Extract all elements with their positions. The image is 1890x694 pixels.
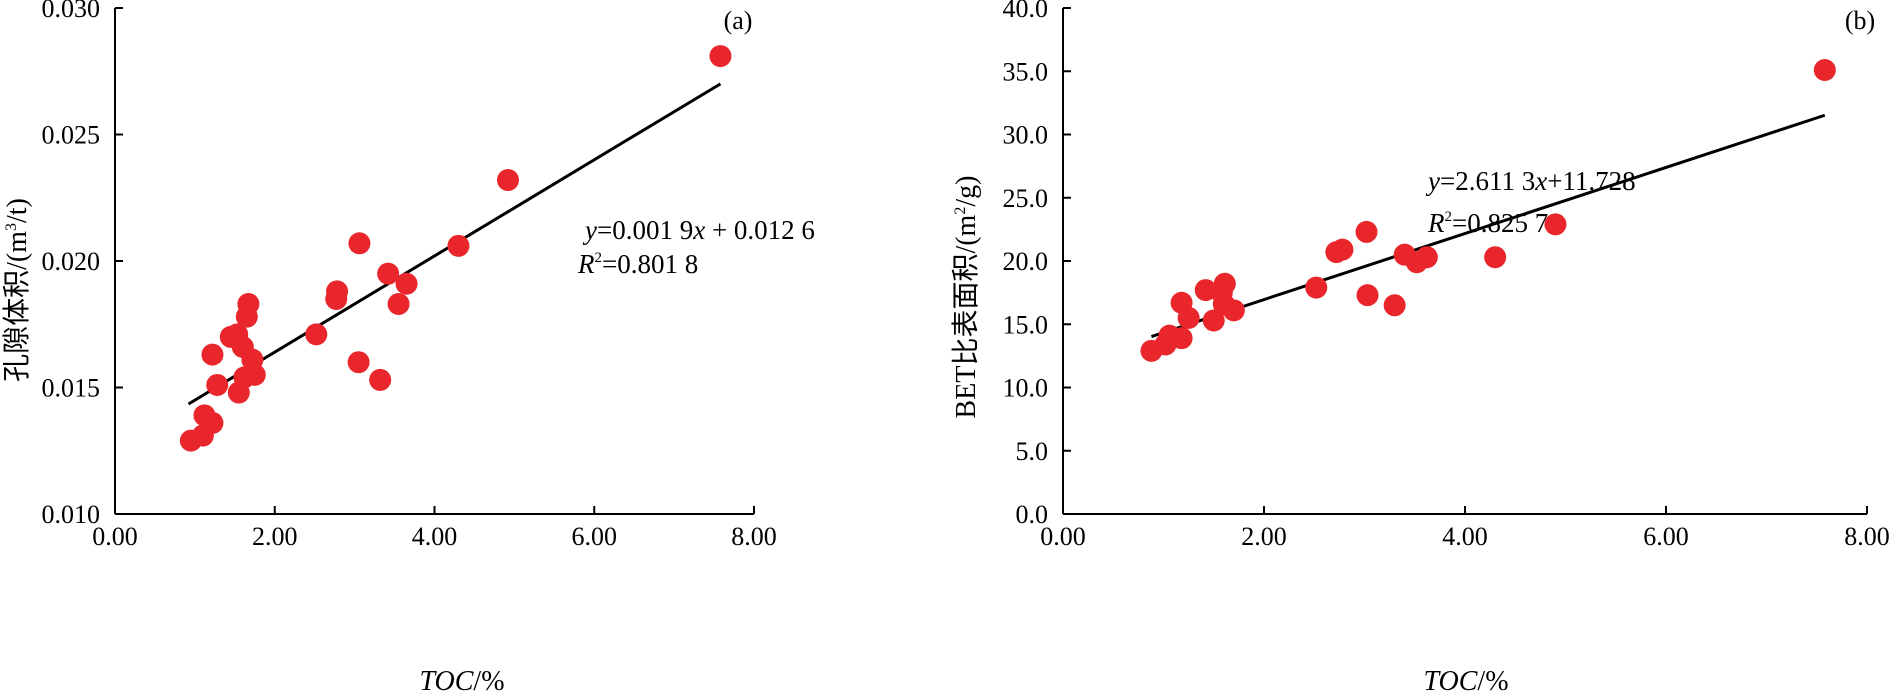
panel-a-data-point — [348, 232, 371, 255]
panel-a-data-point — [243, 363, 266, 386]
panel-b-x-tick-label: 0.00 — [1040, 522, 1086, 551]
panel-b-fit-line — [1150, 113, 1826, 338]
panel-a-x-tick-label: 0.00 — [92, 522, 138, 551]
panel-b-data-point — [1202, 309, 1225, 332]
panel-b-y-tick-label: 25.0 — [1003, 184, 1049, 213]
panel-b-data-point — [1177, 306, 1200, 329]
panel-b-bet-surface-area: 0.00 2.00 4.00 6.00 8.00 0.0 5.0 10.0 15.0 20.0 2… — [950, 0, 1890, 694]
panel-b-data-point — [1305, 276, 1328, 299]
panel-a-data-point — [305, 323, 328, 346]
panel-b-data-point — [1356, 284, 1379, 307]
panel-a-y-axis-title: 孔隙体积/(m3/t) — [1, 198, 33, 382]
panel-b-y-tick-label: 40.0 — [1003, 0, 1049, 23]
panel-b-data-point — [1213, 272, 1236, 295]
panel-a-data-point — [201, 343, 224, 366]
panel-b-y-tick-label: 0.0 — [1016, 500, 1049, 529]
panel-b-y-tick-label: 10.0 — [1003, 374, 1049, 403]
panel-b-r-squared: R2=0.825 7 — [1427, 208, 1548, 238]
panel-a-x-tick-label: 6.00 — [572, 522, 618, 551]
panel-a-data-point — [496, 169, 519, 192]
panel-a-data-point — [709, 45, 732, 68]
panel-b-x-axis-title: TOC/% — [1423, 666, 1508, 694]
panel-b-data-point — [1415, 246, 1438, 269]
panel-a-y-tick-label: 0.020 — [42, 247, 101, 276]
panel-a-r-squared: R2=0.801 8 — [577, 249, 698, 279]
panel-b-data-point — [1355, 220, 1378, 243]
panel-b-x-tick-label: 6.00 — [1643, 522, 1689, 551]
panel-a-pore-volume: 0.00 2.00 4.00 6.00 8.00 0.010 0.015 0.020 0.02… — [1, 0, 815, 694]
panel-a-x-tick-label: 8.00 — [731, 522, 777, 551]
panel-a-y-tick-label: 0.015 — [42, 374, 101, 403]
panel-b-y-tick-label: 20.0 — [1003, 247, 1049, 276]
panel-b-data-point — [1170, 327, 1193, 350]
panel-b-y-axis-title: BET比表面积/(m2/g) — [950, 176, 982, 419]
panel-a-equation: y=0.001 9x + 0.012 6 — [582, 215, 815, 245]
panel-a-data-point — [369, 368, 392, 391]
panel-b-data-point — [1331, 238, 1354, 261]
panel-a-x-axis-title: TOC/% — [419, 666, 504, 694]
panel-b-data-point — [1383, 294, 1406, 317]
panel-a-y-tick-label: 0.025 — [42, 121, 101, 150]
panel-a-data-point — [206, 373, 229, 396]
panel-b-data-point — [1813, 58, 1836, 81]
panel-b-label: (b) — [1845, 6, 1875, 35]
panel-a-data-point — [326, 280, 349, 303]
panel-b-data-point — [1544, 213, 1567, 236]
panel-b-x-tick-label: 8.00 — [1844, 522, 1890, 551]
panel-b-x-tick-label: 4.00 — [1442, 522, 1488, 551]
panel-a-data-point — [387, 293, 410, 316]
panel-a-data-point — [237, 293, 260, 316]
panel-b-equation: y=2.611 3x+11.728 — [1425, 166, 1636, 196]
panel-a-data-point — [395, 272, 418, 295]
panel-a-label: (a) — [724, 6, 753, 35]
panel-a-x-tick-label: 2.00 — [252, 522, 298, 551]
panel-b-x-tick-label: 2.00 — [1241, 522, 1287, 551]
panel-a-data-point — [201, 411, 224, 434]
panel-b-data-point — [1222, 299, 1245, 322]
panel-a-y-tick-label: 0.010 — [42, 500, 101, 529]
panel-b-y-tick-label: 30.0 — [1003, 121, 1049, 150]
panel-b-data-point — [1484, 246, 1507, 269]
panel-a-x-tick-label: 4.00 — [412, 522, 458, 551]
panel-a-data-point — [447, 234, 470, 257]
panel-b-y-tick-label: 35.0 — [1003, 57, 1049, 86]
panel-a-data-point — [377, 262, 400, 285]
panel-b-y-tick-label: 5.0 — [1016, 437, 1049, 466]
panel-a-data-point — [347, 351, 370, 374]
panel-b-y-tick-label: 15.0 — [1003, 310, 1049, 339]
panel-a-y-tick-label: 0.030 — [42, 0, 101, 23]
